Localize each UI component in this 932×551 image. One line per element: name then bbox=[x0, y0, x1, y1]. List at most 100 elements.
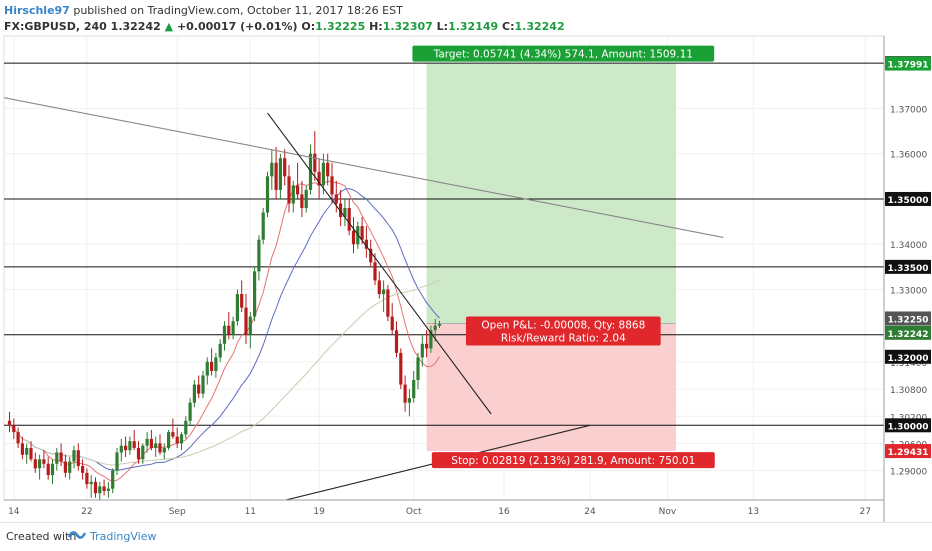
author-name[interactable]: Hirschle97 bbox=[4, 4, 70, 17]
rr-text: Risk/Reward Ratio: 2.04 bbox=[501, 332, 626, 344]
candle-body bbox=[158, 443, 162, 453]
candle-body bbox=[167, 432, 171, 448]
candle-body bbox=[81, 466, 85, 473]
candle-body bbox=[339, 203, 343, 218]
tradingview-brand[interactable]: TradingView bbox=[90, 530, 157, 543]
x-tick-label: 11 bbox=[245, 507, 256, 517]
candle-body bbox=[55, 452, 59, 464]
x-tick-label: 16 bbox=[498, 507, 510, 517]
candle-body bbox=[287, 176, 291, 204]
candle-body bbox=[433, 325, 437, 331]
candle-body bbox=[351, 230, 356, 245]
candle-body bbox=[192, 384, 196, 403]
candle-body bbox=[188, 402, 192, 421]
stop-label-box bbox=[431, 452, 715, 469]
price-tag: 1.37991 bbox=[885, 56, 931, 71]
price-tag-text: 1.32000 bbox=[888, 354, 929, 364]
candle-body bbox=[343, 208, 347, 218]
price-tag: 1.30000 bbox=[885, 418, 931, 433]
price-tag: 1.32250 bbox=[885, 311, 931, 326]
candle-body bbox=[184, 420, 188, 435]
candle-body bbox=[132, 441, 136, 448]
y-tick-label: 1.31400 bbox=[890, 359, 927, 369]
candle-body bbox=[300, 194, 304, 209]
x-tick-label: 13 bbox=[748, 507, 759, 517]
candle-body bbox=[162, 447, 166, 453]
x-tick-label: Nov bbox=[659, 507, 677, 517]
candle-body bbox=[412, 380, 416, 399]
ohlc-legend: FX:GBPUSD, 240 1.32242 ▲ +0.00017 (+0.01… bbox=[4, 20, 565, 33]
candle-body bbox=[214, 357, 218, 371]
candle-body bbox=[334, 194, 338, 204]
candle-body bbox=[390, 316, 394, 331]
price-tag-text: 1.32242 bbox=[888, 330, 929, 340]
candle-body bbox=[425, 343, 429, 349]
candle-body bbox=[210, 361, 214, 371]
low-value: 1.32149 bbox=[448, 20, 499, 33]
candle-body bbox=[115, 452, 119, 471]
price-tag-text: 1.37991 bbox=[888, 61, 929, 71]
candle-body bbox=[274, 162, 278, 190]
price-tag: 1.29431 bbox=[885, 444, 931, 459]
x-tick-label: Oct bbox=[406, 507, 422, 517]
candle-body bbox=[222, 325, 227, 344]
target-label-text: Target: 0.05741 (4.34%) 574.1, Amount: 1… bbox=[433, 49, 693, 61]
candle-body bbox=[197, 384, 201, 394]
candle-body bbox=[76, 450, 80, 467]
price-tag-box bbox=[885, 311, 931, 326]
candle-body bbox=[42, 459, 46, 464]
price-tag-box bbox=[885, 259, 931, 274]
price-tag-text: 1.33500 bbox=[888, 264, 929, 274]
candle-body bbox=[253, 271, 257, 317]
price-tag-text: 1.29431 bbox=[888, 448, 929, 458]
price-tag-box bbox=[885, 349, 931, 364]
price-tag: 1.35000 bbox=[885, 191, 931, 206]
candle-body bbox=[347, 208, 351, 231]
candle-body bbox=[141, 445, 145, 460]
y-tick-label: 1.34000 bbox=[890, 241, 927, 251]
candle-body bbox=[244, 307, 248, 335]
y-tick-label: 1.37000 bbox=[890, 105, 927, 115]
x-tick-label: 14 bbox=[8, 507, 20, 517]
candle-body bbox=[149, 438, 153, 448]
candle-body bbox=[72, 450, 76, 462]
candle-body bbox=[373, 262, 377, 281]
x-tick-label: 27 bbox=[859, 507, 870, 517]
candle-body bbox=[50, 463, 55, 476]
candle-body bbox=[59, 452, 63, 462]
last-price: 1.32242 bbox=[110, 20, 161, 33]
publish-info: Hirschle97 published on TradingView.com,… bbox=[4, 4, 403, 17]
trendline bbox=[267, 112, 492, 415]
candle-body bbox=[308, 153, 313, 190]
candle-body bbox=[407, 398, 411, 403]
candle-body bbox=[360, 226, 364, 240]
target-label-box bbox=[412, 45, 715, 62]
price-tag-box bbox=[885, 191, 931, 206]
candle-body bbox=[106, 488, 110, 491]
price-tag: 1.32000 bbox=[885, 349, 931, 364]
candle-body bbox=[270, 162, 274, 177]
candle-body bbox=[257, 239, 261, 272]
candle-body bbox=[175, 436, 179, 444]
candle-body bbox=[364, 239, 368, 249]
up-arrow-icon: ▲ bbox=[164, 20, 174, 33]
candle-body bbox=[124, 445, 128, 451]
candle-body bbox=[326, 162, 330, 177]
candle-body bbox=[16, 432, 20, 444]
open-value: 1.32225 bbox=[315, 20, 366, 33]
x-tick-label: Sep bbox=[169, 507, 186, 517]
candle-body bbox=[119, 445, 123, 453]
y-tick-label: 1.30800 bbox=[890, 386, 927, 396]
candle-body bbox=[12, 425, 16, 433]
candle-body bbox=[386, 289, 390, 317]
footer-bar: Created with TradingView bbox=[0, 522, 932, 551]
candle-body bbox=[102, 486, 106, 491]
moving-average-line bbox=[9, 180, 440, 483]
price-chart[interactable]: Target: 0.05741 (4.34%) 574.1, Amount: 1… bbox=[0, 0, 932, 522]
candle-body bbox=[420, 343, 424, 358]
candle-body bbox=[291, 185, 295, 204]
candle-body bbox=[33, 459, 37, 469]
price-tag-text: 1.35000 bbox=[888, 196, 929, 206]
y-tick-label: 1.33000 bbox=[890, 287, 927, 297]
price-tag-box bbox=[885, 56, 931, 71]
